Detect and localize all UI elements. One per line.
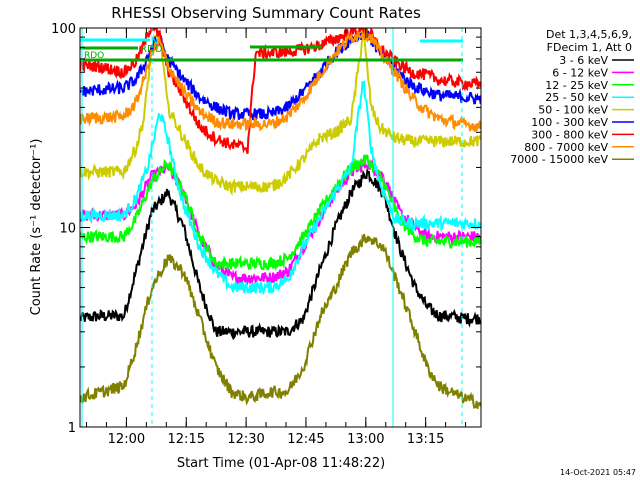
flag-label-rdo-2: RDO	[84, 51, 104, 61]
legend-label: 800 - 7000 keV	[524, 141, 608, 154]
series-line-6	[80, 28, 481, 123]
x-tick-label: 13:00	[347, 432, 384, 447]
legend-header-line-1: Det 1,3,4,5,6,9,	[546, 28, 632, 41]
chart-title: RHESSI Observing Summary Count Rates	[111, 4, 421, 22]
flag-label-n: N	[151, 36, 158, 47]
y-tick-label: 1	[68, 421, 76, 436]
legend: Det 1,3,4,5,6,9, FDecim 1, Att 0 3 - 6 k…	[510, 28, 634, 166]
series-line-3	[80, 154, 481, 272]
x-tick-label: 12:30	[227, 432, 264, 447]
legend-label: 12 - 25 keV	[545, 79, 608, 92]
legend-label: 6 - 12 keV	[552, 66, 608, 79]
x-axis: 12:00 12:15 12:30 12:45 13:00 13:15	[86, 28, 467, 447]
series-line-1	[80, 167, 481, 341]
legend-label: 7000 - 15000 keV	[510, 153, 608, 166]
legend-label: 300 - 800 keV	[531, 128, 608, 141]
y-axis-label: Count Rate (s⁻¹ detector⁻¹)	[29, 139, 44, 316]
series-line-4	[80, 79, 481, 296]
legend-label: 3 - 6 keV	[559, 54, 608, 67]
x-axis-label: Start Time (01-Apr-08 11:48:22)	[177, 456, 385, 471]
x-tick-label: 12:00	[108, 432, 145, 447]
x-tick-label: 13:15	[407, 432, 444, 447]
y-tick-label: 100	[51, 22, 76, 37]
render-timestamp: 14-Oct-2021 05:47	[560, 468, 636, 477]
series-line-8	[80, 28, 481, 132]
series-layer	[80, 28, 481, 409]
flag-layer: N RDO RDO	[80, 36, 463, 62]
x-tick-label: 12:15	[168, 432, 205, 447]
y-tick-label: 10	[59, 222, 76, 237]
flag-label-rdo: RDO	[140, 44, 163, 55]
legend-label: 25 - 50 keV	[545, 91, 608, 104]
series-line-9	[80, 233, 481, 409]
legend-label: 50 - 100 keV	[538, 104, 608, 117]
legend-label: 100 - 300 keV	[531, 116, 608, 129]
y-axis: 1 10 100	[51, 22, 481, 436]
legend-header-line-2: FDecim 1, Att 0	[547, 41, 632, 54]
x-tick-label: 12:45	[287, 432, 324, 447]
series-line-5	[80, 30, 481, 197]
